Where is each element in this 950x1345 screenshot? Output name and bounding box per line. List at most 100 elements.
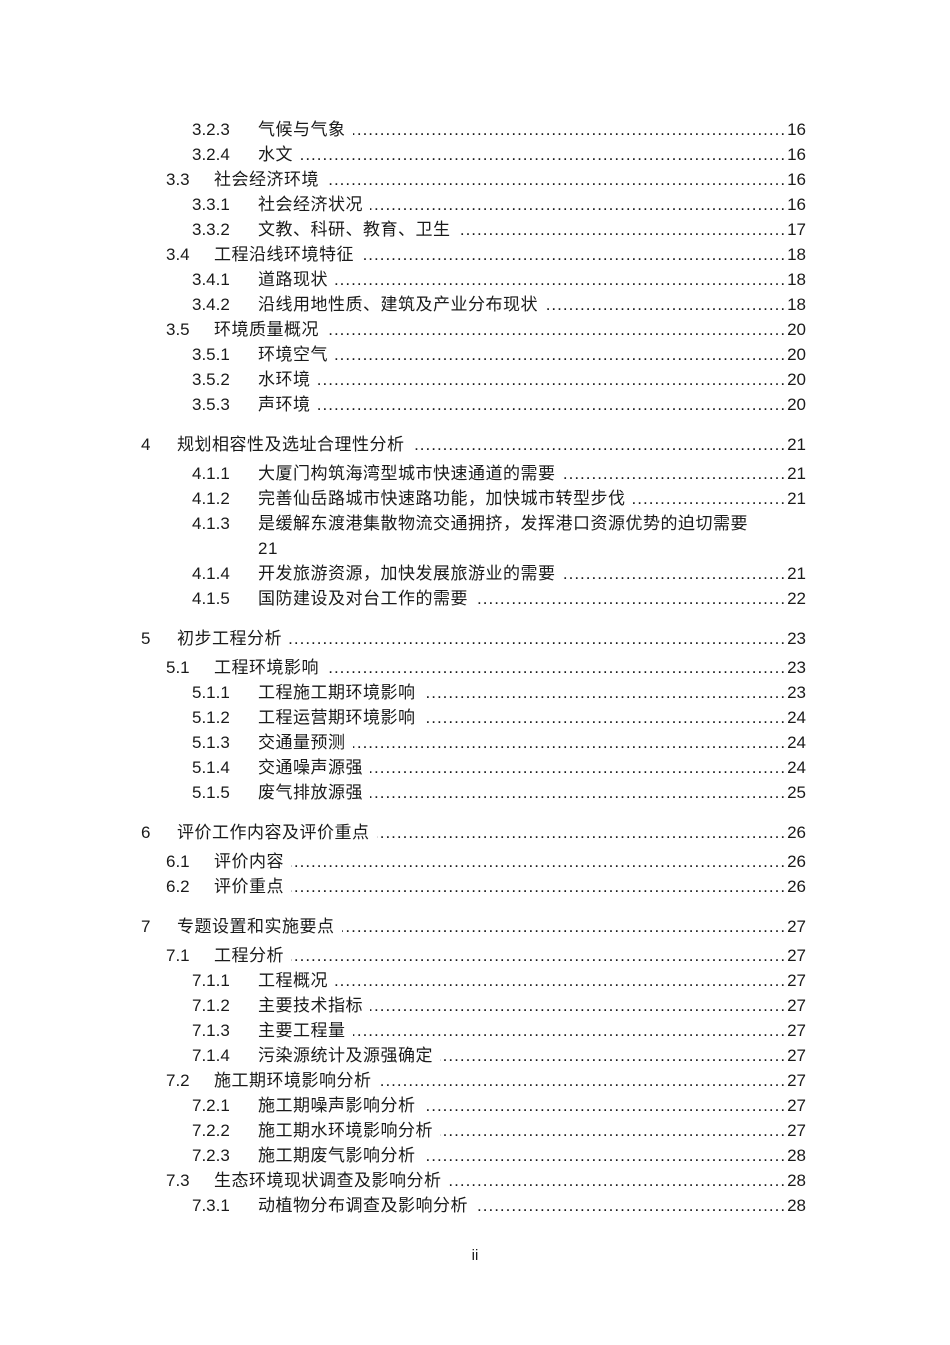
toc-entry: 7.2.2 施工期水环境影响分析 27	[141, 1118, 806, 1143]
toc-entry-title: 主要工程量	[258, 1021, 346, 1040]
dot-leader	[440, 1043, 786, 1068]
toc-entry-number: 6.1	[166, 852, 190, 871]
toc-entry-title: 规划相容性及选址合理性分析	[177, 435, 405, 454]
toc-entry: 7.2.1 施工期噪声影响分析 27	[141, 1093, 806, 1118]
dot-leader	[370, 993, 786, 1018]
toc-entry: 5.1.4 交通噪声源强 24	[141, 755, 806, 780]
dot-leader	[335, 968, 786, 993]
toc-entry-page: 23	[787, 683, 806, 702]
toc-entry: 7.2 施工期环境影响分析 27	[141, 1068, 806, 1093]
toc-entry-title: 声环境	[258, 395, 311, 414]
toc-entry-page: 20	[787, 395, 806, 414]
toc-entry-page: 16	[787, 170, 806, 189]
toc-entry-number: 3.2.4	[192, 145, 230, 164]
dot-leader	[423, 1093, 787, 1118]
dot-leader	[289, 626, 786, 651]
toc-entry-title: 工程环境影响	[214, 658, 319, 677]
toc-entry-title: 主要技术指标	[258, 996, 363, 1015]
toc-entry-title: 大厦门构筑海湾型城市快速通道的需要	[258, 464, 556, 483]
toc-entry: 3.5.3 声环境 20	[141, 392, 806, 417]
dot-leader	[370, 755, 786, 780]
toc-entry-number: 7.1.2	[192, 996, 230, 1015]
toc-entry-page: 26	[787, 823, 806, 842]
toc-entry: 3.4.2 沿线用地性质、建筑及产业分布现状 18	[141, 292, 806, 317]
toc-entry-number: 5.1.1	[192, 683, 230, 702]
toc-entry-number: 3.5.1	[192, 345, 230, 364]
toc-entry-number: 4.1.1	[192, 464, 230, 483]
toc-entry-number: 3.5.3	[192, 395, 230, 414]
toc-entry: 4.1.4 开发旅游资源，加快发展旅游业的需要 21	[141, 561, 806, 586]
toc-entry: 3.2.4 水文 16	[141, 142, 806, 167]
dot-leader	[335, 267, 786, 292]
toc-entry-page: 26	[787, 877, 806, 896]
toc-entry-page: 16	[787, 145, 806, 164]
toc-entry-page: 18	[787, 245, 806, 264]
dot-leader	[291, 849, 786, 874]
toc-entry-number: 4.1.5	[192, 589, 230, 608]
toc-entry-number: 7.2.1	[192, 1096, 230, 1115]
toc-entry-page: 23	[787, 658, 806, 677]
dot-leader	[291, 943, 786, 968]
toc-entry-title: 社会经济环境	[214, 170, 319, 189]
toc-entry-page: 17	[787, 220, 806, 239]
dot-leader	[370, 192, 786, 217]
dot-leader	[563, 461, 787, 486]
toc-entry-page: 27	[787, 946, 806, 965]
toc-entry-title: 生态环境现状调查及影响分析	[214, 1171, 442, 1190]
toc-entry-number: 3.4.1	[192, 270, 230, 289]
toc-entry-title: 完善仙岳路城市快速路功能，加快城市转型步伐	[258, 489, 626, 508]
toc-entry-number: 3.5	[166, 320, 190, 339]
dot-leader	[475, 586, 786, 611]
toc-entry: 7.2.3 施工期废气影响分析 28	[141, 1143, 806, 1168]
toc-entry: 7.1.2 主要技术指标 27	[141, 993, 806, 1018]
toc-entry-number: 5.1.2	[192, 708, 230, 727]
toc-entry-page: 18	[787, 295, 806, 314]
toc-entry-page: 27	[787, 971, 806, 990]
toc-entry-title: 道路现状	[258, 270, 328, 289]
toc-entry-number: 7	[141, 917, 151, 936]
toc-entry-page: 27	[787, 1071, 806, 1090]
toc-entry-title: 施工期环境影响分析	[214, 1071, 372, 1090]
toc-entry-page: 16	[787, 120, 806, 139]
dot-leader	[423, 1143, 787, 1168]
dot-leader	[353, 730, 787, 755]
toc-entry-page: 21	[787, 464, 806, 483]
toc-entry: 6.1 评价内容 26	[141, 849, 806, 874]
dot-leader	[458, 217, 787, 242]
toc-entry: 7.1.3 主要工程量 27	[141, 1018, 806, 1043]
toc-entry-title: 工程概况	[258, 971, 328, 990]
toc-entry-continuation: 21	[141, 536, 806, 561]
toc-entry: 4.1.3 是缓解东渡港集散物流交通拥挤，发挥港口资源优势的迫切需要	[141, 511, 806, 536]
toc-entry: 4 规划相容性及选址合理性分析 21	[141, 432, 806, 457]
toc-entry-number: 7.2.2	[192, 1121, 230, 1140]
toc-entry: 3.2.3 气候与气象 16	[141, 117, 806, 142]
toc-entry-page: 27	[787, 917, 806, 936]
toc-entry-page: 27	[787, 1096, 806, 1115]
toc-entry-title: 文教、科研、教育、卫生	[258, 220, 451, 239]
toc-entry: 6.2 评价重点 26	[141, 874, 806, 899]
toc-entry-title: 环境质量概况	[214, 320, 319, 339]
toc-entry: 7 专题设置和实施要点 27	[141, 914, 806, 939]
toc-entry-title: 施工期噪声影响分析	[258, 1096, 416, 1115]
toc-entry-title: 废气排放源强	[258, 783, 363, 802]
toc-entry-number: 7.3.1	[192, 1196, 230, 1215]
toc-entry-title: 评价重点	[214, 877, 284, 896]
dot-leader	[412, 432, 787, 457]
toc-entry-title: 工程分析	[214, 946, 284, 965]
dot-leader	[423, 705, 787, 730]
toc-entry-number: 3.4.2	[192, 295, 230, 314]
toc-entry-title: 气候与气象	[258, 120, 346, 139]
dot-leader	[475, 1193, 786, 1218]
toc-entry-title: 专题设置和实施要点	[177, 917, 335, 936]
toc-entry-number: 4.1.4	[192, 564, 230, 583]
toc-entry-page: 27	[787, 996, 806, 1015]
dot-leader	[342, 914, 787, 939]
toc-entry: 4.1.5 国防建设及对台工作的需要 22	[141, 586, 806, 611]
dot-leader	[440, 1118, 786, 1143]
toc-entry-page: 27	[787, 1121, 806, 1140]
toc-entry-page: 26	[787, 852, 806, 871]
toc-entry-number: 4.1.2	[192, 489, 230, 508]
toc-entry-page: 22	[787, 589, 806, 608]
toc-entry-number: 7.1.3	[192, 1021, 230, 1040]
toc-entry: 3.3.2 文教、科研、教育、卫生 17	[141, 217, 806, 242]
